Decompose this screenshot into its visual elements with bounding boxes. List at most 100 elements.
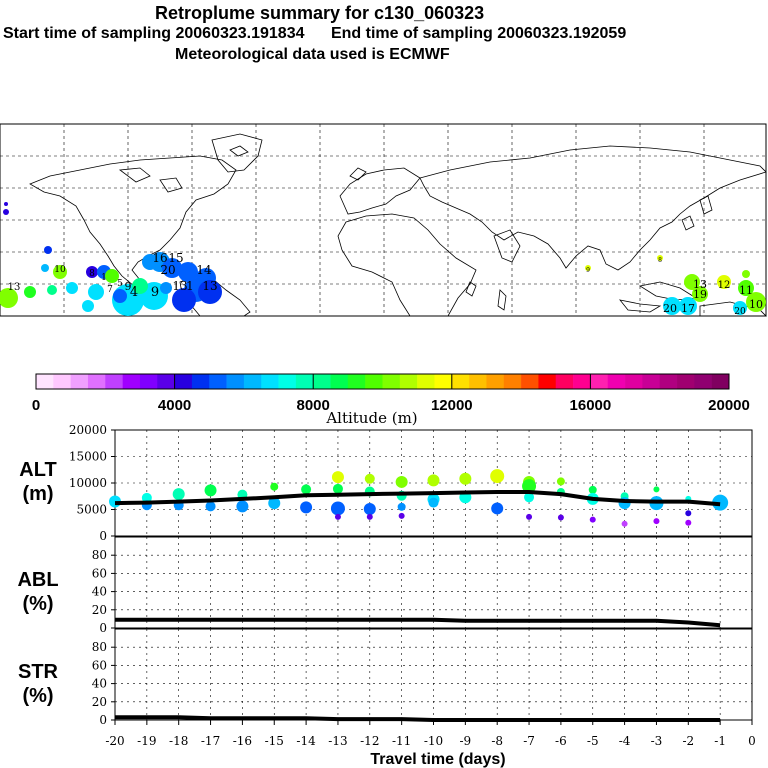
x-tick-label: -19 [137,734,156,748]
plume-blob [105,269,119,283]
scatter-point [653,518,660,525]
scatter-point [621,520,628,527]
scatter-point [300,501,313,514]
plume-blob [132,278,148,294]
y-tick-label: 0 [99,713,107,727]
plume-age-label: 20 [663,302,677,315]
colorbar-swatch [417,374,435,389]
scatter-point [332,483,343,494]
plume-blob [53,265,67,279]
plume-age-label: 10 [749,298,763,311]
colorbar-swatches [36,374,730,389]
colorbar-label: Altitude (m) [325,409,417,427]
scatter-point [397,502,406,511]
scatter-point [398,512,405,519]
y-tick-label: 20000 [69,423,107,437]
colorbar-swatch [521,374,539,389]
x-tick-label: -4 [619,734,631,748]
scatter-point [270,482,279,491]
scatter-point [205,501,216,512]
plume-blob [717,275,731,289]
scatter-point [268,497,281,510]
y-tick-label: 20 [92,695,107,709]
plume-blob [113,289,127,303]
met-data-label: Meteorological data used is ECMWF [175,46,450,63]
x-tick-label: -16 [233,734,252,748]
colorbar-swatch [53,374,71,389]
plume-age-label: 9 [586,267,590,274]
y-tick-label: 60 [92,658,107,672]
colorbar-swatch [36,374,54,389]
colorbar-swatch [122,374,141,389]
x-tick-label: -18 [169,734,188,748]
scatter-point [301,484,312,495]
plume-age-label: 9 [125,280,132,293]
panel-frame [114,429,753,537]
colorbar-swatch [87,374,106,389]
plume-age-label: 13 [172,279,187,293]
y-tick-label: 40 [92,585,107,599]
scatter-point [588,485,597,494]
colorbar-swatch [555,374,574,389]
plume-blob [692,286,708,302]
x-tick-label: -7 [523,734,535,748]
plume-age-label: 13 [8,282,21,293]
colorbar-swatch [607,374,626,389]
plume-blob [585,265,591,271]
map-grid [0,124,766,316]
colorbar-swatch [174,374,193,389]
plume-blob [3,209,9,215]
scatter-point [395,475,408,488]
plume-blob [198,280,222,304]
colorbar-tick-label: 4000 [158,397,191,414]
x-tick-label: -9 [459,734,471,748]
plume-blob [47,285,57,295]
panel-str: 0 20 40 60 80 STR(%) [18,628,753,727]
plume-age-label: 19 [693,288,707,301]
plume-age-label: 14 [196,263,212,277]
y-tick-label: 0 [99,621,107,635]
plume-blob [679,297,697,315]
panel-unit: (m) [22,483,53,505]
colorbar: 0 4000 8000 12000 16000 20000 Altitude (m) [32,373,750,427]
plume-age-label: 1 [101,273,107,283]
plume-blob [733,301,747,315]
x-axis: -20 -19 -18 -17 -16 -15 -14 -13 -12 -11 -10 -9 -8 -7-… [105,720,756,748]
plume-blob [86,266,98,278]
plume-blob [88,284,104,300]
y-tick-label: 10000 [69,476,107,490]
plume-age-label: 16 [152,251,167,265]
y-tick-label: 20 [92,603,107,617]
colorbar-swatch [469,374,487,389]
colorbar-swatch [503,374,522,389]
colorbar-tick-label: 8000 [297,397,330,414]
plume-blob [4,202,8,206]
scatter-point [363,502,376,515]
plume-age-label: 1 [186,279,194,293]
plume-blob [738,280,754,296]
scatter-point [522,479,537,494]
colorbar-tick-label: 20000 [708,397,750,414]
scatter-point [172,488,185,501]
panel-unit: (%) [22,593,53,615]
colorbar-swatch [434,374,453,389]
colorbar-swatch [538,374,557,389]
x-tick-label: -2 [682,734,694,748]
colorbar-swatch [139,374,158,389]
plume-blob [742,270,750,278]
colorbar-swatch [451,374,470,389]
x-tick-label: -10 [424,734,443,748]
y-tick-label: 40 [92,677,107,691]
x-tick-label: -13 [328,734,347,748]
plume-blob [82,300,94,312]
x-tick-label: -11 [392,734,411,748]
y-tick-label: 5000 [76,503,107,517]
scatter-point [334,513,341,520]
chart-title: Retroplume summary for c130_060323 [155,3,485,23]
plume-blob [44,246,52,254]
colorbar-swatch [659,374,678,389]
panel-title: ALT [19,459,56,481]
scatter-point [526,513,533,520]
plume-age-label: 13 [202,279,217,293]
